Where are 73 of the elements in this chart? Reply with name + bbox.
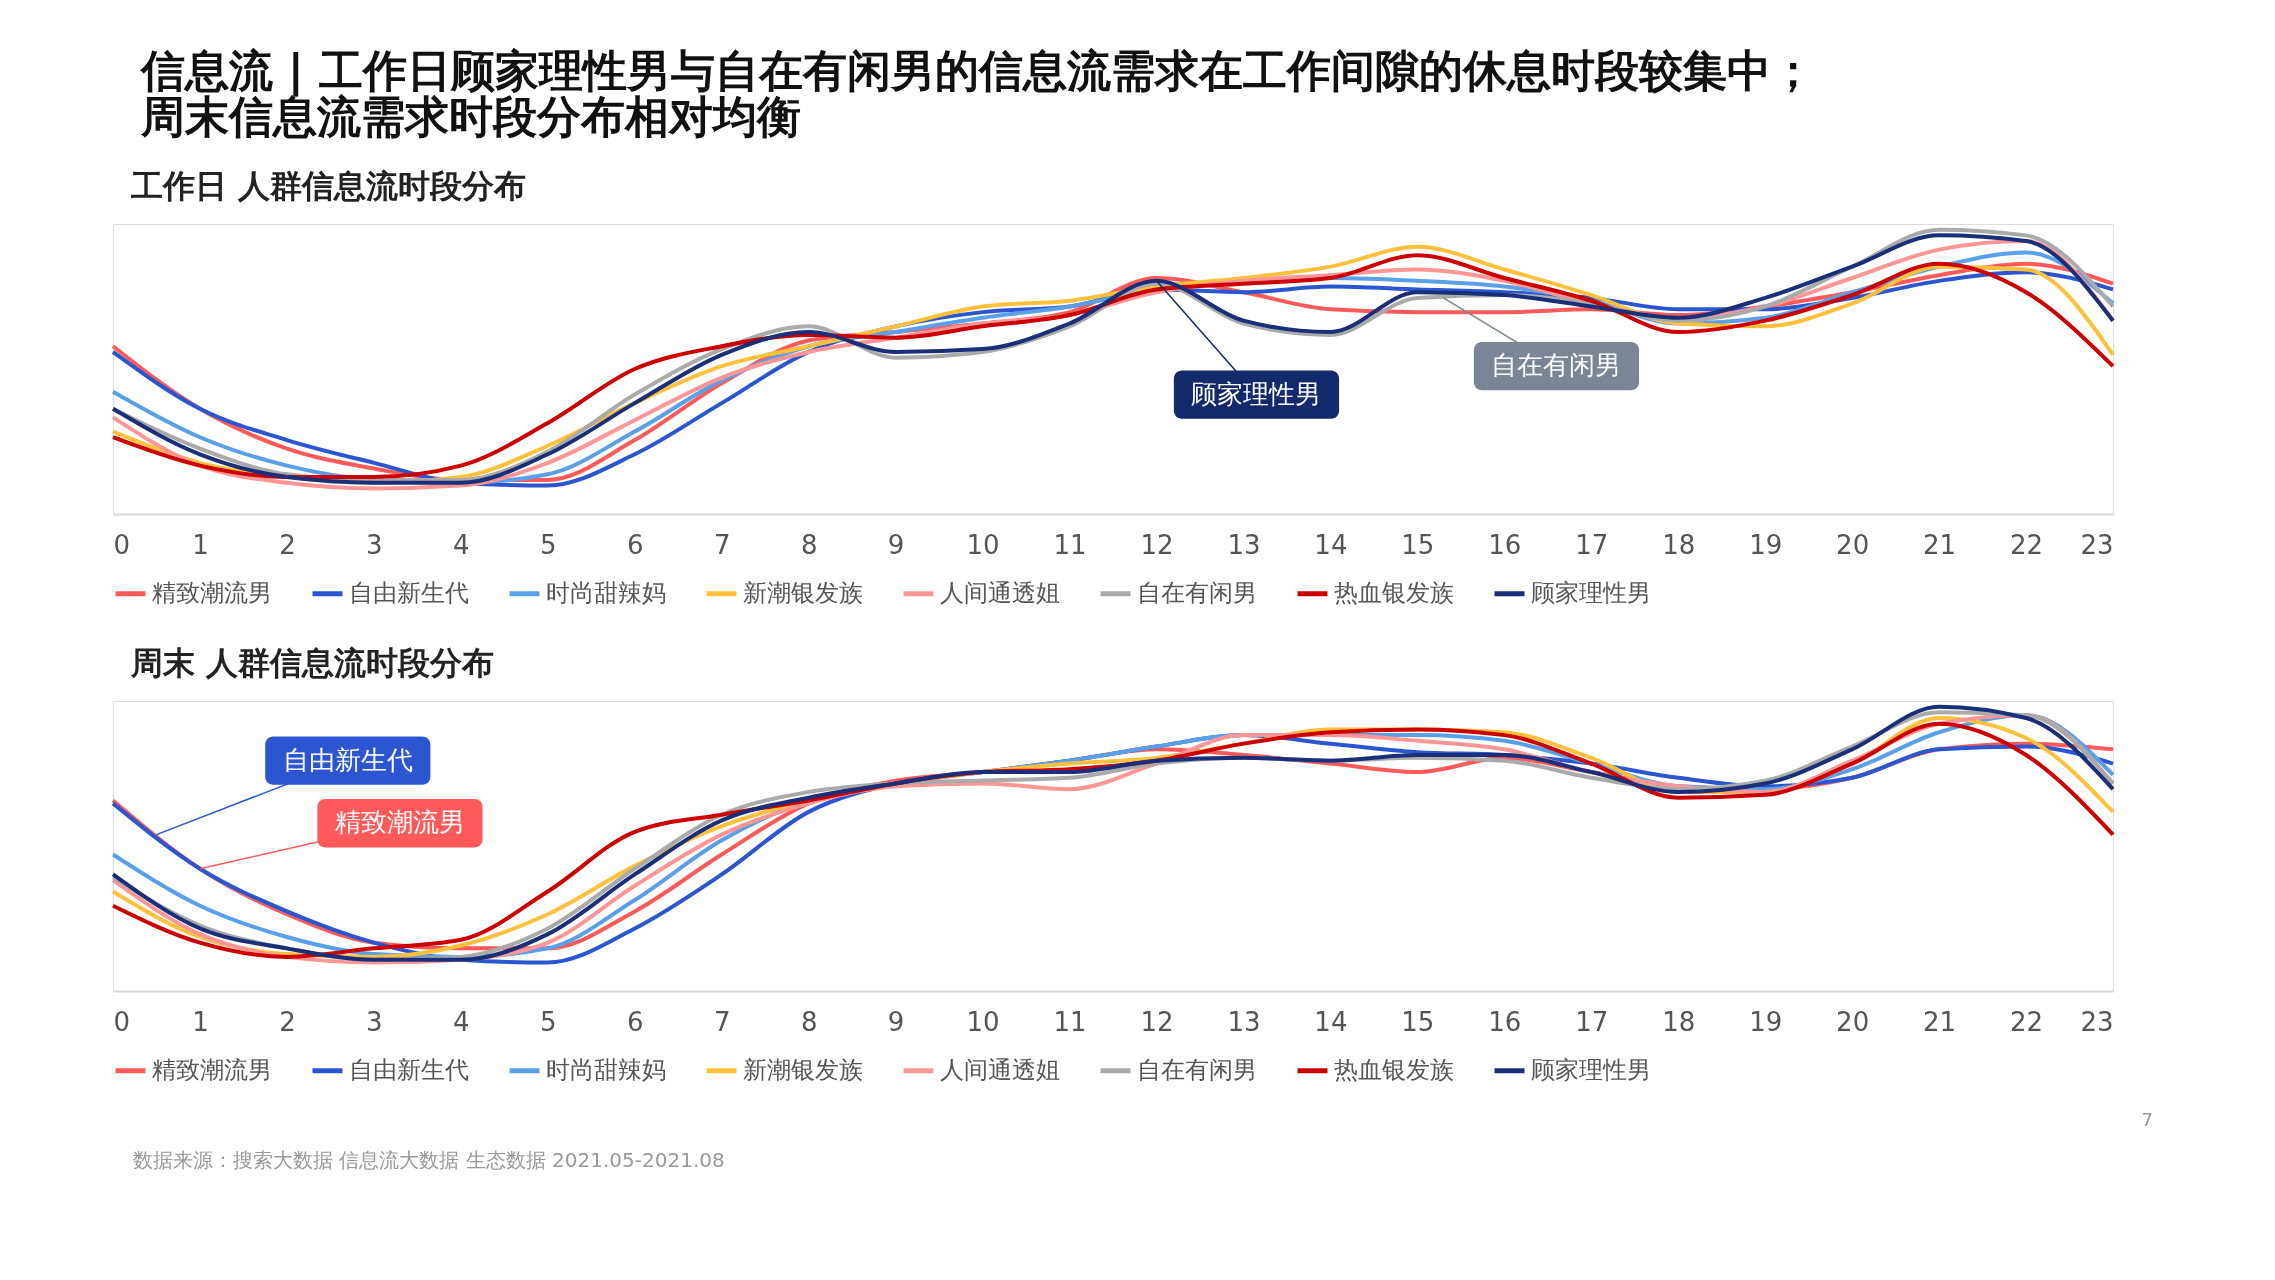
- x-tick-label: 11: [1053, 1006, 1087, 1037]
- legend-label: 新潮银发族: [743, 1055, 863, 1084]
- x-tick-label: 19: [1749, 529, 1783, 560]
- annotation: 自在有闲男: [1491, 350, 1622, 381]
- x-tick-label: 13: [1227, 1006, 1261, 1037]
- source-note: 数据来源：搜索大数据 信息流大数据 生态数据 2021.05-2021.08: [133, 1148, 725, 1172]
- x-tick-label: 7: [713, 1006, 731, 1037]
- legend-label: 热血银发族: [1334, 1055, 1454, 1084]
- x-tick-label: 17: [1575, 529, 1609, 560]
- legend-label: 精致潮流男: [152, 578, 272, 607]
- x-tick-label: 6: [626, 1006, 644, 1037]
- x-tick-label: 0: [113, 529, 131, 560]
- x-tick-label: 1: [192, 529, 209, 560]
- legend-label: 精致潮流男: [152, 1055, 272, 1084]
- x-tick-label: 18: [1662, 1006, 1696, 1037]
- legend-label: 顾家理性男: [1531, 1055, 1651, 1084]
- legend-label: 热血银发族: [1334, 578, 1454, 607]
- x-tick-label: 21: [1923, 1006, 1957, 1037]
- x-tick-label: 9: [887, 529, 905, 560]
- x-tick-label: 1: [192, 1006, 209, 1037]
- x-tick-label: 23: [2080, 1006, 2114, 1037]
- annotation: 自由新生代: [282, 744, 413, 775]
- x-tick-label: 12: [1140, 529, 1174, 560]
- annotation: 顾家理性男: [1191, 378, 1322, 409]
- x-tick-label: 17: [1575, 1006, 1609, 1037]
- x-tick-label: 3: [366, 1006, 383, 1037]
- x-tick-label: 20: [1836, 529, 1870, 560]
- legend-label: 自由新生代: [349, 1055, 469, 1084]
- x-tick-label: 14: [1314, 529, 1348, 560]
- chart-title: 周末 人群信息流时段分布: [130, 644, 495, 682]
- x-tick-label: 6: [626, 529, 644, 560]
- legend-label: 人间通透姐: [940, 578, 1060, 607]
- x-tick-label: 3: [366, 529, 383, 560]
- x-tick-label: 13: [1227, 529, 1261, 560]
- x-tick-label: 16: [1488, 1006, 1522, 1037]
- annotation: 精致潮流男: [334, 807, 465, 838]
- x-tick-label: 21: [1923, 529, 1957, 560]
- x-tick-label: 15: [1401, 1006, 1435, 1037]
- x-tick-label: 20: [1836, 1006, 1870, 1037]
- x-tick-label: 2: [279, 1006, 296, 1037]
- legend-label: 人间通透姐: [940, 1055, 1060, 1084]
- x-tick-label: 14: [1314, 1006, 1348, 1037]
- x-tick-label: 4: [453, 529, 470, 560]
- x-tick-label: 22: [2010, 1006, 2044, 1037]
- legend-label: 时尚甜辣妈: [546, 578, 666, 607]
- x-tick-label: 11: [1053, 529, 1087, 560]
- x-tick-label: 22: [2010, 529, 2044, 560]
- x-tick-label: 5: [540, 529, 557, 560]
- x-tick-label: 12: [1140, 1006, 1174, 1037]
- legend-label: 时尚甜辣妈: [546, 1055, 666, 1084]
- legend-label: 顾家理性男: [1531, 578, 1651, 607]
- x-tick-label: 5: [540, 1006, 557, 1037]
- x-tick-label: 23: [2080, 529, 2114, 560]
- x-tick-label: 9: [887, 1006, 905, 1037]
- x-tick-label: 10: [966, 1006, 1000, 1037]
- x-tick-label: 19: [1749, 1006, 1783, 1037]
- x-tick-label: 16: [1488, 529, 1522, 560]
- legend-label: 自由新生代: [349, 578, 469, 607]
- legend-label: 新潮银发族: [743, 578, 863, 607]
- x-tick-label: 15: [1401, 529, 1435, 560]
- text: 7: [2141, 1109, 2153, 1130]
- x-tick-label: 18: [1662, 529, 1696, 560]
- x-tick-label: 8: [800, 1006, 818, 1037]
- chart-subtitle: 工作日 人群信息流时段分布: [130, 167, 527, 205]
- x-tick-label: 10: [966, 529, 1000, 560]
- legend-label: 自在有闲男: [1137, 1055, 1257, 1084]
- chart-title: 信息流 | 工作日顾家理性男与自在有闲男的信息流需求在工作间隙的休息时段较集中；周末信息流需求时段分布相对均衡: [138, 44, 1816, 142]
- x-tick-label: 2: [279, 529, 296, 560]
- x-tick-label: 0: [113, 1006, 131, 1037]
- x-tick-label: 4: [453, 1006, 470, 1037]
- x-tick-label: 7: [713, 529, 731, 560]
- x-tick-label: 8: [800, 529, 818, 560]
- legend-label: 自在有闲男: [1137, 578, 1257, 607]
